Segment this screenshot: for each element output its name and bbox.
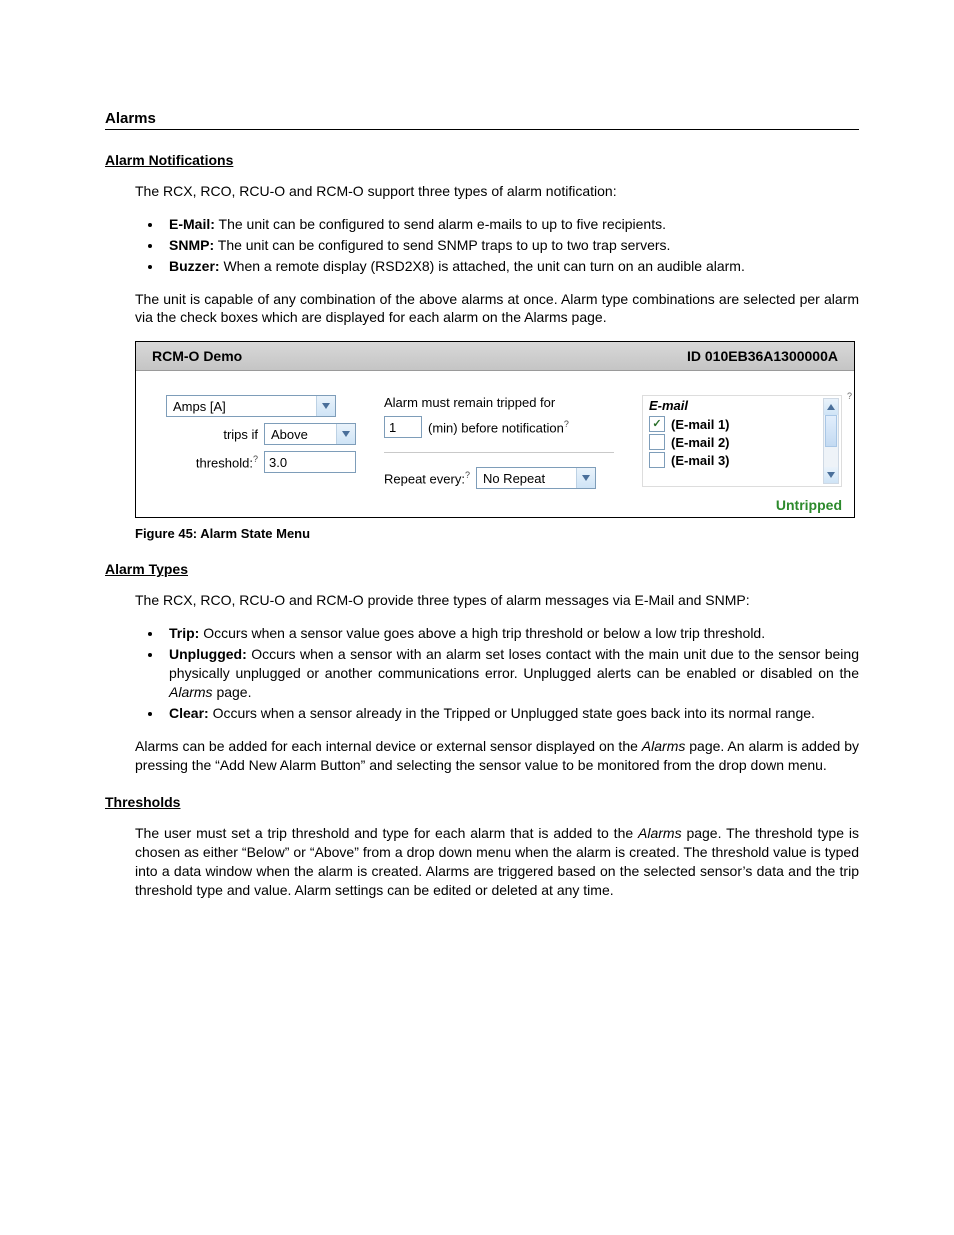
list-item: E-Mail: The unit can be configured to se… [163,215,859,234]
figure-caption: Figure 45: Alarm State Menu [135,526,859,541]
direction-select-value: Above [271,427,308,442]
email-list: E-mail (E-mail 1) (E-mail 2) (E-mail 3) [642,395,842,487]
list-item-italic: Alarms [169,684,213,700]
list-item-bold: Clear: [169,705,209,721]
list-item-bold: Trip: [169,625,199,641]
list-item-bold: E-Mail: [169,216,215,232]
list-item-text: The unit can be configured to send SNMP … [214,237,670,253]
chevron-down-icon [576,468,595,488]
paragraph: Alarms can be added for each internal de… [135,737,859,775]
chevron-down-icon [316,396,335,416]
email-3-label: (E-mail 3) [671,453,730,468]
sensor-select-value: Amps [A] [173,399,226,414]
section-alarm-notifications: Alarm Notifications [105,152,859,168]
paragraph: The RCX, RCO, RCU-O and RCM-O support th… [135,182,859,201]
scrollbar[interactable] [823,398,839,484]
email-2-label: (E-mail 2) [671,435,730,450]
bullet-list: Trip: Occurs when a sensor value goes ab… [163,624,859,722]
paragraph: The RCX, RCO, RCU-O and RCM-O provide th… [135,591,859,610]
email-list-header: E-mail [649,398,837,413]
divider [384,452,614,453]
list-item: SNMP: The unit can be configured to send… [163,236,859,255]
list-item-text: Occurs when a sensor with an alarm set l… [169,646,859,681]
page-title: Alarms [105,110,859,130]
sensor-select[interactable]: Amps [A] [166,395,336,417]
email-row: (E-mail 3) [649,451,837,469]
list-item: Trip: Occurs when a sensor value goes ab… [163,624,859,643]
repeat-select[interactable]: No Repeat [476,467,596,489]
alarm-status: Untripped [136,495,854,517]
scroll-up-icon[interactable] [824,399,838,415]
email-row: (E-mail 2) [649,433,837,451]
help-icon[interactable]: ? [847,391,852,401]
help-icon[interactable]: ? [564,419,569,429]
section-thresholds: Thresholds [105,794,859,810]
repeat-label: Repeat every:? [384,470,470,486]
repeat-select-value: No Repeat [483,471,545,486]
list-item-text: Occurs when a sensor already in the Trip… [209,705,815,721]
list-item-bold: Unplugged: [169,646,247,662]
alarm-state-screenshot: RCM-O Demo ID 010EB36A1300000A Amps [A] … [135,341,855,518]
min-before-label: (min) before notification? [428,419,569,435]
scroll-down-icon[interactable] [824,467,838,483]
list-item-text: When a remote display (RSD2X8) is attach… [220,258,745,274]
delay-input[interactable]: 1 [384,416,422,438]
list-item: Unplugged: Occurs when a sensor with an … [163,645,859,702]
bullet-list: E-Mail: The unit can be configured to se… [163,215,859,276]
threshold-input[interactable]: 3.0 [264,451,356,473]
list-item: Buzzer: When a remote display (RSD2X8) i… [163,257,859,276]
email-3-checkbox[interactable] [649,452,665,468]
email-1-checkbox[interactable] [649,416,665,432]
screenshot-header: RCM-O Demo ID 010EB36A1300000A [136,342,854,371]
device-id: ID 010EB36A1300000A [687,348,838,364]
list-item-text: The unit can be configured to send alarm… [215,216,666,232]
email-2-checkbox[interactable] [649,434,665,450]
delay-label: Alarm must remain tripped for [384,395,614,410]
email-row: (E-mail 1) [649,415,837,433]
list-item-text: Occurs when a sensor value goes above a … [199,625,765,641]
help-icon[interactable]: ? [253,454,258,464]
list-item-bold: SNMP: [169,237,214,253]
help-icon[interactable]: ? [465,470,470,480]
list-item: Clear: Occurs when a sensor already in t… [163,704,859,723]
chevron-down-icon [336,424,355,444]
paragraph: The unit is capable of any combination o… [135,290,859,328]
section-alarm-types: Alarm Types [105,561,859,577]
direction-select[interactable]: Above [264,423,356,445]
paragraph: The user must set a trip threshold and t… [135,824,859,900]
threshold-label: threshold:? [186,454,258,470]
device-name: RCM-O Demo [152,348,242,364]
scrollbar-thumb[interactable] [825,415,837,447]
list-item-text: page. [213,684,252,700]
trips-if-label: trips if [186,427,258,442]
list-item-bold: Buzzer: [169,258,220,274]
email-1-label: (E-mail 1) [671,417,730,432]
